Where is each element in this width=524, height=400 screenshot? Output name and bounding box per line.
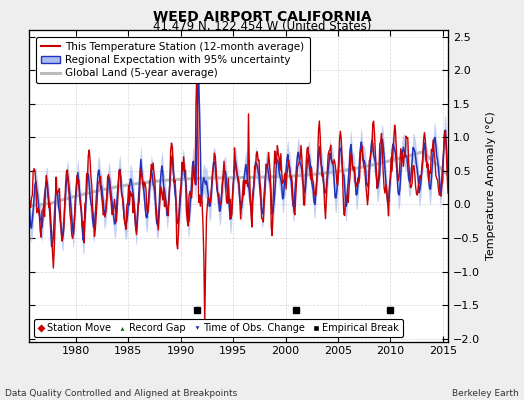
Text: 41.479 N, 122.454 W (United States): 41.479 N, 122.454 W (United States) bbox=[153, 20, 371, 33]
Text: WEED AIRPORT CALIFORNIA: WEED AIRPORT CALIFORNIA bbox=[152, 10, 372, 24]
Text: Berkeley Earth: Berkeley Earth bbox=[452, 389, 519, 398]
Text: Data Quality Controlled and Aligned at Breakpoints: Data Quality Controlled and Aligned at B… bbox=[5, 389, 237, 398]
Y-axis label: Temperature Anomaly (°C): Temperature Anomaly (°C) bbox=[486, 112, 496, 260]
Legend: Station Move, Record Gap, Time of Obs. Change, Empirical Break: Station Move, Record Gap, Time of Obs. C… bbox=[34, 319, 403, 337]
